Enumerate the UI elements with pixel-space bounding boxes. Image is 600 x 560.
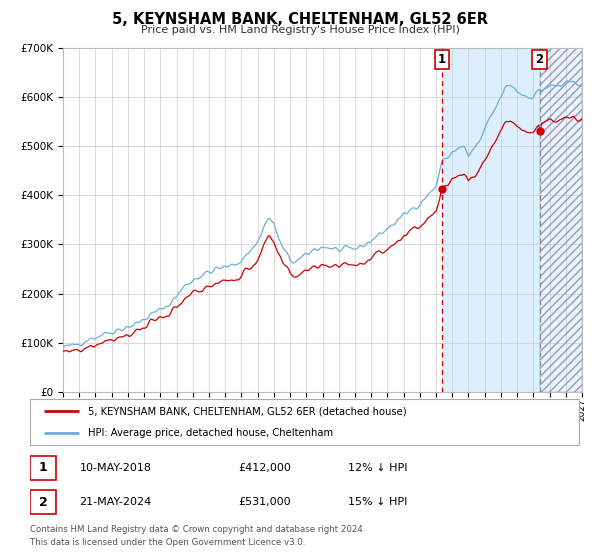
Bar [539,48,582,392]
FancyBboxPatch shape [30,456,56,480]
Text: 5, KEYNSHAM BANK, CHELTENHAM, GL52 6ER: 5, KEYNSHAM BANK, CHELTENHAM, GL52 6ER [112,12,488,27]
Text: Contains HM Land Registry data © Crown copyright and database right 2024.: Contains HM Land Registry data © Crown c… [30,525,365,534]
Text: £531,000: £531,000 [239,497,291,507]
Text: 10-MAY-2018: 10-MAY-2018 [79,463,151,473]
Text: 2: 2 [39,496,47,508]
Text: 21-MAY-2024: 21-MAY-2024 [79,497,152,507]
Text: HPI: Average price, detached house, Cheltenham: HPI: Average price, detached house, Chel… [88,428,333,438]
Text: 1: 1 [438,53,446,66]
Text: This data is licensed under the Open Government Licence v3.0.: This data is licensed under the Open Gov… [30,538,305,547]
Bar [539,48,582,392]
Bar [442,48,539,392]
Text: 5, KEYNSHAM BANK, CHELTENHAM, GL52 6ER (detached house): 5, KEYNSHAM BANK, CHELTENHAM, GL52 6ER (… [88,406,406,416]
Text: 1: 1 [39,461,47,474]
Text: 15% ↓ HPI: 15% ↓ HPI [349,497,408,507]
FancyBboxPatch shape [30,399,579,445]
Text: £412,000: £412,000 [239,463,292,473]
Text: Price paid vs. HM Land Registry's House Price Index (HPI): Price paid vs. HM Land Registry's House … [140,25,460,35]
FancyBboxPatch shape [30,490,56,514]
Text: 12% ↓ HPI: 12% ↓ HPI [349,463,408,473]
Text: 2: 2 [535,53,544,66]
